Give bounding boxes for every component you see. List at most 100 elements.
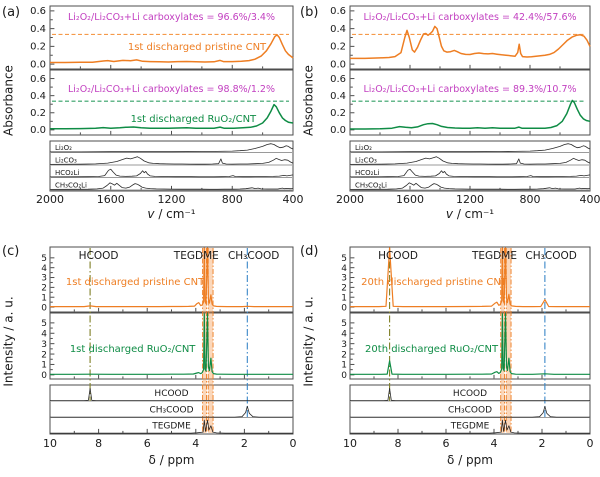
y-tick-label: 0.0 [330, 125, 346, 136]
reference-trace [50, 419, 293, 434]
y-axis-label-intensity-c: Intensity / a. u. [1, 296, 16, 387]
x-tick-label: 0 [587, 437, 594, 450]
reference-label: Li₂O₂ [355, 144, 372, 152]
reference-trace [350, 405, 590, 418]
x-tick-label: 1600 [97, 193, 125, 206]
y-tick-label: 0 [41, 371, 47, 381]
trace-label: 1st discharged pristine CNT [128, 42, 267, 53]
reference-trace [349, 182, 591, 190]
reference-label: HCOOD [453, 389, 487, 399]
x-tick-label: 4 [192, 437, 199, 450]
reference-label: Li₂CO₃ [355, 157, 377, 165]
subplot-frame-top [49, 5, 294, 70]
x-tick-label: 8 [395, 437, 402, 450]
y-tick-label: 0.0 [30, 125, 46, 136]
y-tick-label: 0.4 [30, 91, 46, 102]
panel-label-c: (c) [2, 244, 20, 259]
reference-label: HCO₂Li [55, 169, 79, 177]
subplot-frame-top [349, 246, 591, 313]
reference-label: CH₃CO₂Li [55, 182, 87, 190]
y-tick-label: 3 [341, 274, 347, 284]
subplot-frame-middle [349, 69, 591, 136]
y-tick-label: 2 [341, 350, 347, 360]
y-tick-label: 0.6 [30, 74, 46, 85]
y-tick-label: 5 [41, 319, 47, 329]
y-tick-label: 1 [41, 361, 47, 371]
y-tick-label: 4 [341, 329, 347, 339]
reference-trace [349, 168, 591, 178]
x-axis-label-wavenumber-b: v / cm⁻¹ [350, 207, 590, 221]
y-tick-label: 2 [341, 284, 347, 294]
nu-symbol: v [445, 207, 453, 221]
reference-trace [350, 419, 590, 434]
panel-label-a: (a) [2, 5, 21, 20]
y-tick-label: 5 [341, 319, 347, 329]
y-tick-label: 0.2 [30, 42, 46, 53]
reference-panel-frame [49, 140, 294, 192]
spectrum-trace-b2 [350, 99, 591, 130]
x-axis-label-wavenumber-a: v / cm⁻¹ [50, 207, 293, 221]
y-axis-label-absorbance-a: Absorbance [1, 65, 16, 136]
y-axis-label-absorbance-b: Absorbance [301, 65, 316, 136]
spectrum-trace-a1 [50, 34, 294, 64]
ratio-annotation: Li₂O₂/Li₂CO₃+Li carboxylates = 42.4%/57.… [363, 12, 576, 23]
reference-label: HCO₂Li [355, 169, 379, 177]
x-tick-label: 400 [580, 193, 600, 206]
spectrum-trace-d1 [350, 247, 590, 308]
peak-assignment-label: CH₃COOD [525, 250, 576, 262]
reference-label: CH₃COOD [149, 406, 193, 416]
reference-trace [49, 156, 294, 165]
y-tick-label: 0.6 [30, 6, 46, 17]
reference-trace [50, 143, 294, 153]
y-tick-label: 3 [41, 274, 47, 284]
y-tick-label: 4 [41, 329, 47, 339]
nu-symbol: v [147, 207, 155, 221]
peak-assignment-label: CH₃COOD [228, 250, 279, 262]
y-tick-label: 2 [41, 350, 47, 360]
y-tick-label: 0.2 [330, 42, 346, 53]
y-tick-label: 5 [341, 254, 347, 264]
x-tick-label: 10 [343, 437, 357, 450]
y-tick-label: 1 [41, 293, 47, 303]
y-tick-label: 1 [341, 293, 347, 303]
reference-trace [50, 388, 293, 401]
subplot-frame-middle [349, 312, 591, 380]
ratio-annotation: Li₂O₂/Li₂CO₃+Li carboxylates = 96.6%/3.4… [68, 12, 275, 23]
reference-label: CH₃CO₂Li [355, 182, 387, 190]
x-tick-label: 10 [43, 437, 57, 450]
peak-assignment-label: HCOOD [79, 250, 119, 262]
ratio-annotation: Li₂O₂/Li₂CO₃+Li carboxylates = 89.3%/10.… [363, 84, 576, 95]
y-tick-label: 0 [341, 371, 347, 381]
x-axis-label-ppm-c: δ / ppm [148, 453, 195, 467]
reference-trace [349, 156, 591, 165]
x-tick-label: 1600 [396, 193, 424, 206]
panel-label-b: (b) [300, 5, 319, 20]
x-tick-label: 8 [95, 437, 102, 450]
y-tick-label: 0.0 [30, 59, 46, 70]
x-tick-label: 2000 [336, 193, 364, 206]
x-tick-label: 2 [241, 437, 248, 450]
subplot-frame-top [349, 5, 591, 70]
reference-trace [350, 388, 590, 401]
panel-label-d: (d) [300, 244, 319, 259]
y-tick-label: 0.4 [30, 24, 46, 35]
y-tick-label: 1 [341, 361, 347, 371]
trace-label: 1st discharged RuO₂/CNT [131, 114, 257, 125]
x-tick-label: 800 [222, 193, 243, 206]
y-tick-label: 0.4 [330, 91, 346, 102]
x-tick-label: 800 [520, 193, 541, 206]
x-axis-label-ppm-d: δ / ppm [447, 453, 493, 467]
reference-panel-frame [49, 384, 294, 435]
wavenumber-units: / cm⁻¹ [453, 207, 495, 221]
trace-label: 20th discharged RuO₂/CNT [365, 344, 499, 355]
y-tick-label: 0.2 [330, 108, 346, 119]
y-tick-label: 0.6 [330, 74, 346, 85]
y-tick-label: 4 [341, 264, 347, 274]
peak-assignment-label: TEGDME [471, 250, 517, 262]
y-tick-label: 3 [41, 340, 47, 350]
reference-trace [49, 182, 294, 190]
subplot-frame-top [49, 246, 294, 313]
reference-label: TEGDME [151, 422, 191, 432]
tegdme-highlight-band [208, 248, 214, 433]
